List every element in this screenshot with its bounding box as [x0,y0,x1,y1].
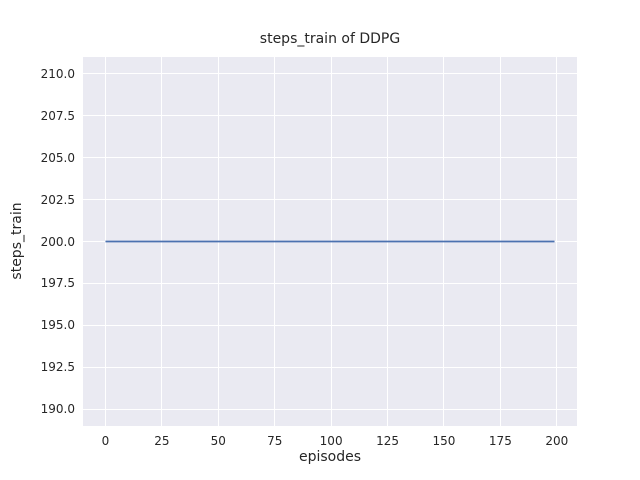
y-gridline [83,282,577,284]
y-gridline [83,157,577,159]
chart-title: steps_train of DDPG [259,31,401,47]
y-gridline [83,73,577,75]
x-tick-label: 175 [488,434,512,448]
y-tick-label: 202.5 [40,192,75,207]
y-axis-label: steps_train [9,202,25,280]
x-tick-label: 0 [101,434,110,448]
x-tick-label: 150 [432,434,456,448]
x-tick-label: 125 [376,434,399,448]
x-tick-label: 200 [545,434,569,448]
y-tick-label: 210.0 [40,66,75,81]
series-layer [105,240,555,243]
x-tick-label: 75 [267,434,283,448]
y-tick-label: 190.0 [40,402,75,417]
y-tick-label: 207.5 [40,108,75,123]
x-tick-label: 25 [154,434,170,448]
y-gridline [83,408,577,410]
y-tick-label: 200.0 [40,234,75,249]
y-gridline [83,115,577,117]
y-gridline [83,366,577,368]
y-tick-label: 192.5 [40,360,75,375]
x-tick-label: 100 [319,434,343,448]
x-tick-label: 50 [210,434,226,448]
y-gridline [83,199,577,201]
y-tick-label: 197.5 [40,276,75,291]
y-tick-label: 205.0 [40,150,75,165]
plot-area [83,57,577,426]
y-tick-label: 195.0 [40,318,75,333]
y-gridline [83,324,577,326]
x-axis-label: episodes [298,449,362,465]
